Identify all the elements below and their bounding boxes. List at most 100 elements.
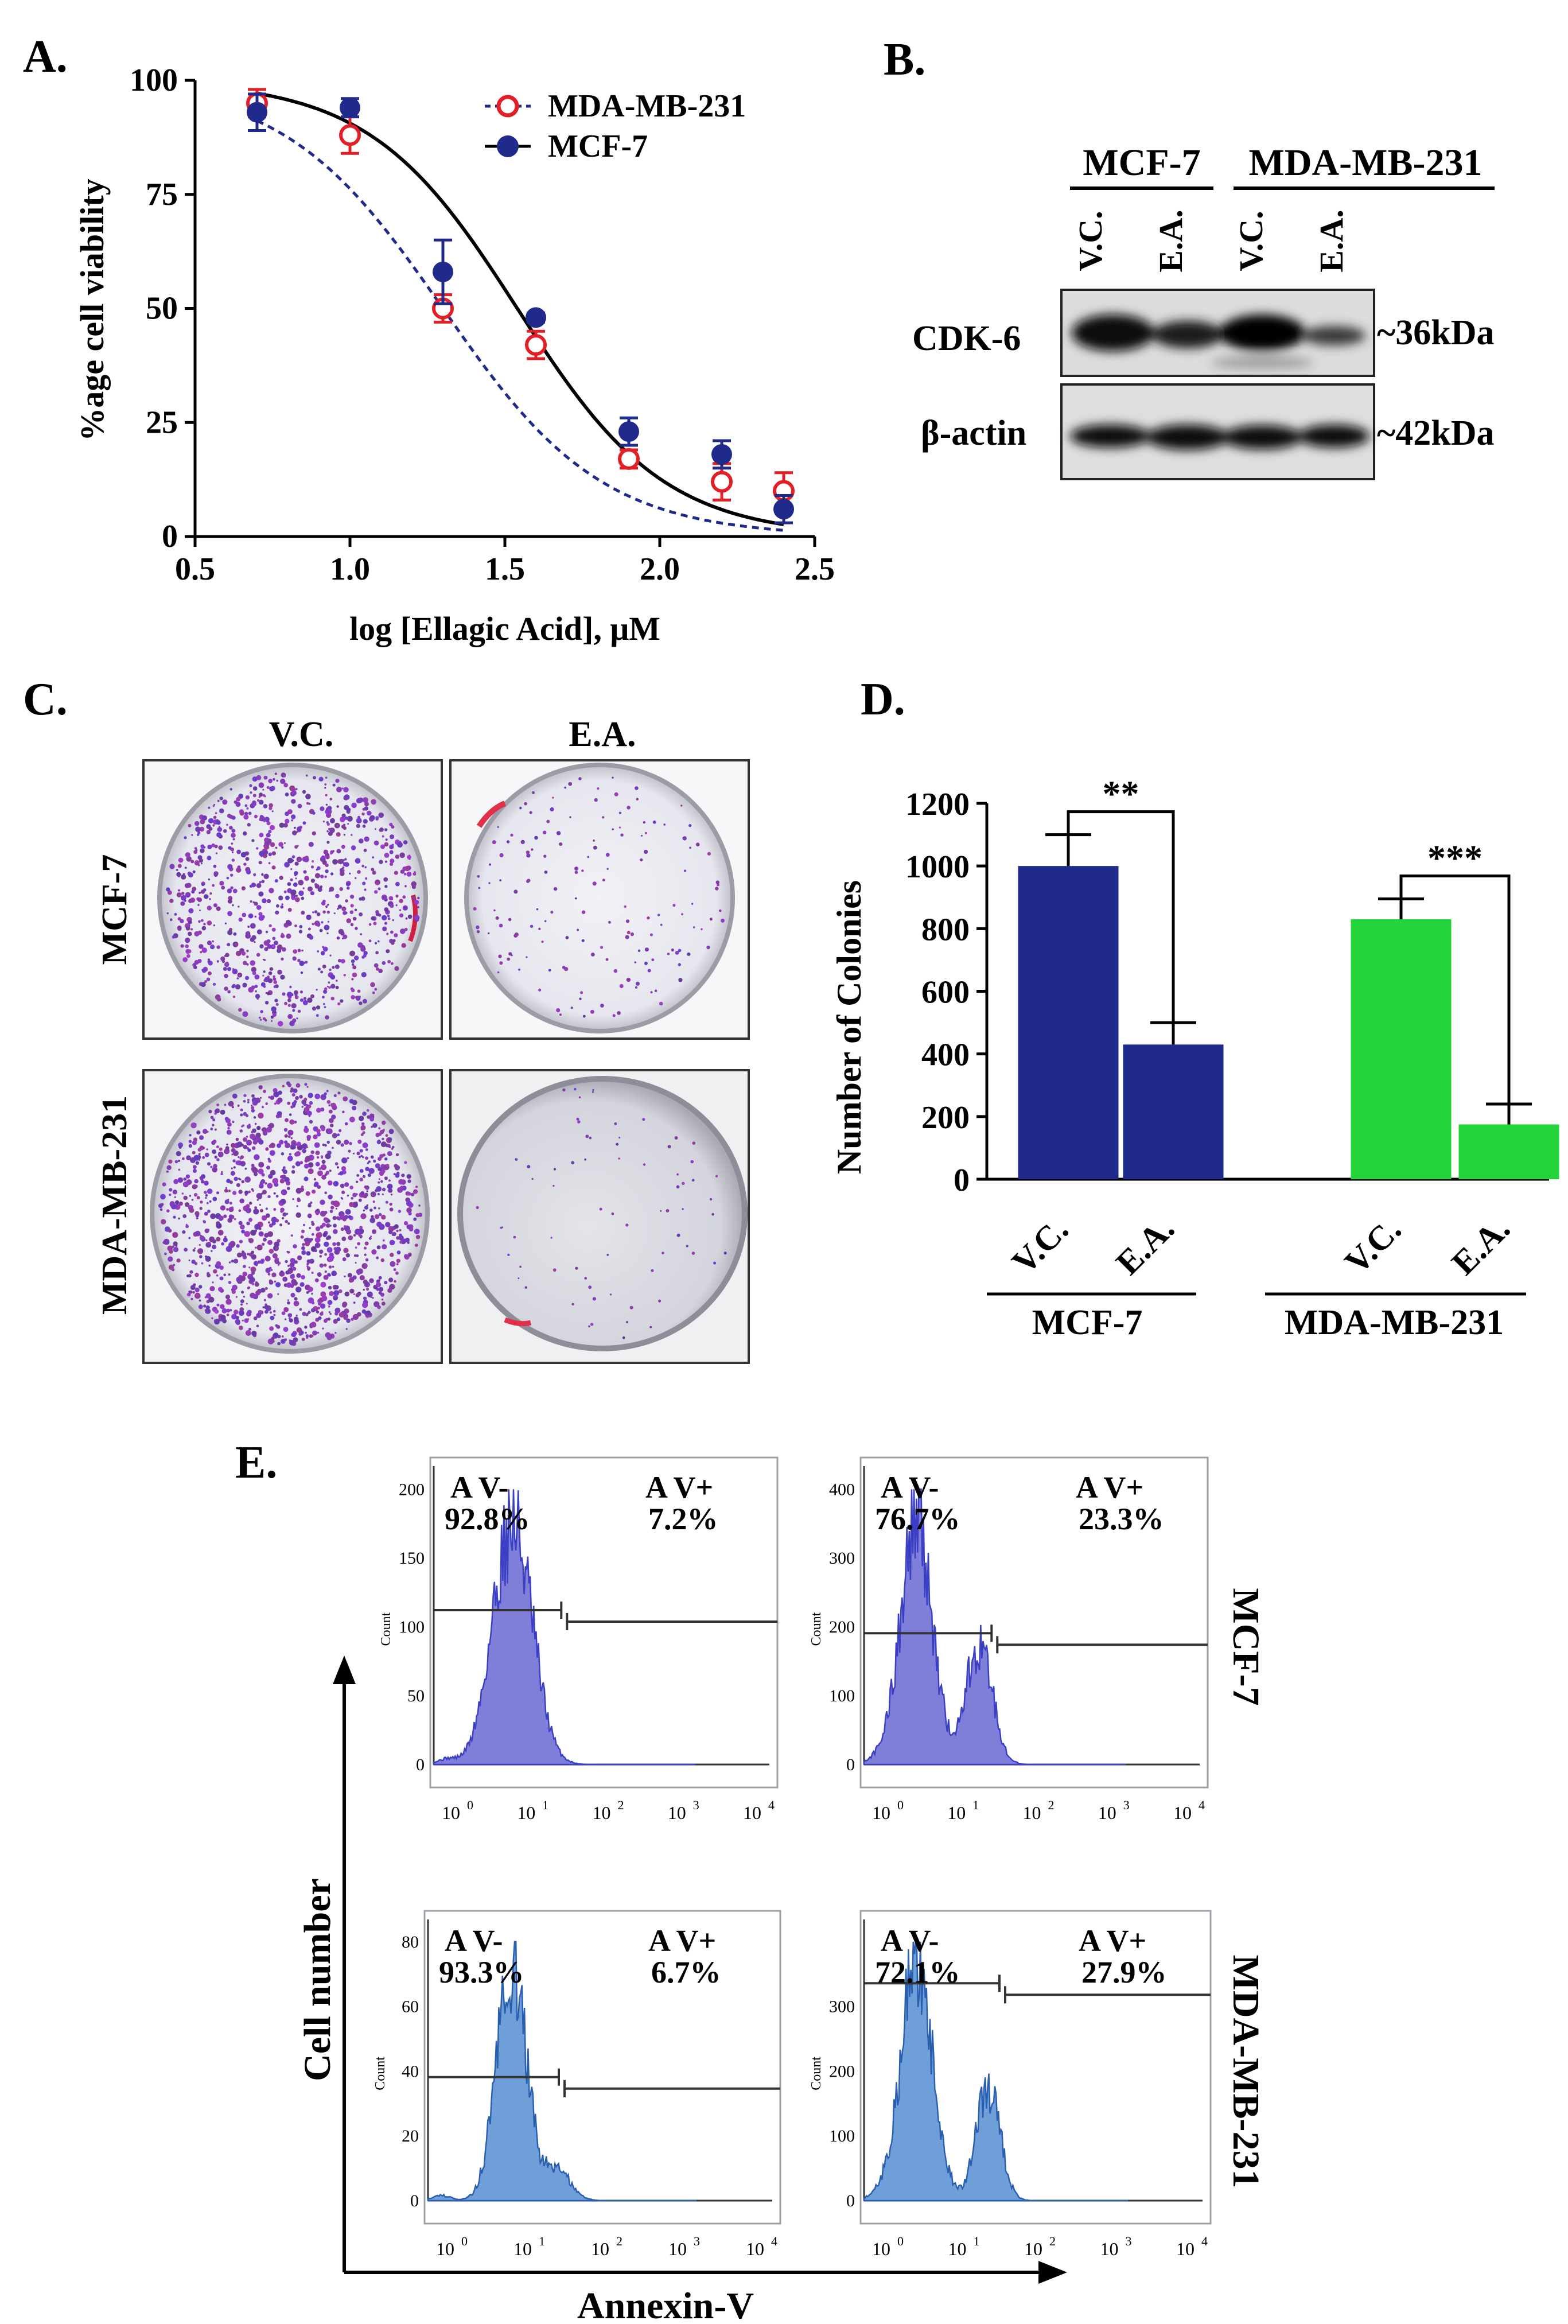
colony-dot xyxy=(220,1109,225,1115)
colony-dot xyxy=(232,904,234,907)
colony-dot xyxy=(241,886,246,891)
colony-dot xyxy=(285,818,290,824)
colony-dot xyxy=(371,916,375,920)
colony-dot xyxy=(382,915,387,921)
colony-dot xyxy=(225,1146,229,1151)
chart-a-y-tick-label: 75 xyxy=(146,177,178,212)
colony-dot xyxy=(269,1266,272,1270)
colony-dot xyxy=(191,890,195,894)
colony-stain-mark-3 xyxy=(504,1317,532,1327)
colony-dot xyxy=(184,1248,188,1252)
colony-dot xyxy=(200,819,205,825)
flow-gate-neg-pct: 72.1% xyxy=(875,1955,960,1989)
colony-dot xyxy=(295,1083,301,1088)
colony-dot xyxy=(342,1301,348,1307)
colony-dot xyxy=(226,1129,232,1135)
colony-dot xyxy=(225,1295,230,1300)
colony-dot xyxy=(391,1234,394,1236)
colony-dot xyxy=(270,1315,275,1320)
colony-dot xyxy=(298,880,304,885)
colony-dot xyxy=(387,917,391,920)
colony-dot xyxy=(310,1238,313,1241)
colony-dot xyxy=(172,935,176,939)
colony-dot xyxy=(297,949,301,953)
colony-dot xyxy=(328,1305,330,1308)
colony-dot xyxy=(295,788,298,791)
colony-dot xyxy=(375,817,379,821)
colony-dot xyxy=(227,1126,230,1130)
colony-dot xyxy=(316,1005,321,1010)
colony-dot xyxy=(488,882,491,884)
colony-dot xyxy=(236,796,241,802)
colony-dot xyxy=(333,912,336,915)
colony-dot xyxy=(197,1148,202,1152)
colony-dot xyxy=(221,885,225,890)
colony-dot xyxy=(378,1157,382,1161)
colony-dot xyxy=(267,1195,271,1198)
chart-d-y-tick-label: 600 xyxy=(921,975,970,1011)
colony-dot xyxy=(243,1112,247,1116)
colony-dot xyxy=(264,1305,269,1309)
colony-dot xyxy=(382,1153,386,1157)
colony-dot xyxy=(213,924,216,927)
colony-dot xyxy=(229,1309,232,1312)
colony-dot xyxy=(408,1212,412,1216)
colony-dot xyxy=(346,807,351,812)
colony-dot xyxy=(307,997,313,1003)
colony-dot xyxy=(327,1273,330,1277)
colony-dot xyxy=(322,1327,324,1330)
colony-dot xyxy=(207,1188,213,1194)
flow-x-tick-exponent: 4 xyxy=(1201,2234,1208,2248)
colony-dot xyxy=(262,1106,264,1109)
colony-dot xyxy=(227,990,231,994)
colony-dot xyxy=(235,1160,240,1165)
colony-dot xyxy=(267,944,272,949)
colony-dot xyxy=(238,1209,242,1212)
colony-dot xyxy=(169,899,174,903)
colony-dot xyxy=(600,1004,604,1008)
colony-dot xyxy=(306,802,309,805)
colony-dot xyxy=(263,804,268,809)
colony-dot xyxy=(415,1235,421,1239)
colony-dot xyxy=(316,1208,320,1212)
colony-dot xyxy=(368,1168,375,1174)
colony-dot xyxy=(413,1189,418,1194)
colony-dot xyxy=(367,1173,372,1177)
colony-dot xyxy=(266,821,271,826)
flow-x-tick-exponent: 2 xyxy=(618,1798,624,1812)
colony-dot xyxy=(199,1207,203,1210)
colony-row-label-mcf7: MCF-7 xyxy=(95,854,134,965)
colony-dot xyxy=(314,883,318,887)
chart-a-legend: MDA-MB-231 MCF-7 xyxy=(485,88,746,164)
colony-dot xyxy=(287,1265,290,1267)
colony-dot xyxy=(256,1193,262,1199)
colony-dot xyxy=(249,784,252,787)
colony-dot xyxy=(289,1113,292,1116)
colony-dot xyxy=(384,1157,388,1161)
colony-dot xyxy=(285,1260,288,1264)
colony-dot xyxy=(362,1112,367,1116)
colony-dot xyxy=(316,1107,321,1113)
colony-dot xyxy=(274,772,277,775)
colony-dot xyxy=(328,981,330,984)
colony-dot xyxy=(347,1194,349,1197)
chart-a-point-mcf7 xyxy=(247,102,267,123)
colony-dot xyxy=(186,856,192,862)
colony-dot xyxy=(286,1180,291,1186)
colony-dot xyxy=(293,826,296,829)
colony-dot xyxy=(225,1299,232,1305)
colony-dot xyxy=(344,1275,346,1278)
colony-dot xyxy=(209,1236,215,1242)
colony-dot xyxy=(297,1198,301,1202)
colony-dot xyxy=(291,1003,297,1009)
colony-dot xyxy=(287,1313,293,1318)
colony-dot xyxy=(202,815,207,821)
colony-dot xyxy=(392,919,394,922)
colony-dot xyxy=(228,1101,234,1107)
colony-dot xyxy=(200,848,205,853)
colony-dot xyxy=(282,947,286,952)
colony-dot xyxy=(564,786,567,789)
colony-dot xyxy=(173,1241,178,1246)
colony-dot xyxy=(321,1295,328,1301)
colony-dot xyxy=(214,1155,217,1159)
